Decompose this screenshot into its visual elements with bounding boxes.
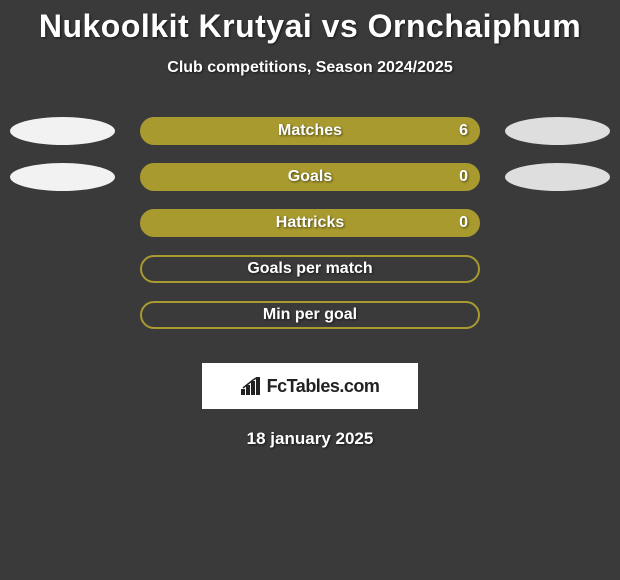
stat-rows: Matches 6 Goals 0 Hattricks 0 Goals per match M… <box>0 117 620 329</box>
bar-label: Goals <box>288 168 332 186</box>
stat-bar: Goals 0 <box>140 163 480 191</box>
logo: FcTables.com <box>241 376 380 397</box>
stat-row: Hattricks 0 <box>0 209 620 237</box>
stat-bar: Hattricks 0 <box>140 209 480 237</box>
chart-icon <box>241 377 263 395</box>
bar-label: Matches <box>278 122 342 140</box>
bar-label: Min per goal <box>263 306 357 324</box>
stat-bar: Goals per match <box>140 255 480 283</box>
stat-bar: Min per goal <box>140 301 480 329</box>
stat-row: Min per goal <box>0 301 620 329</box>
left-oval <box>10 117 115 145</box>
bar-value-right: 6 <box>459 122 468 140</box>
logo-text: FcTables.com <box>267 376 380 397</box>
bar-label: Hattricks <box>276 214 344 232</box>
stat-row: Matches 6 <box>0 117 620 145</box>
bar-value-right: 0 <box>459 168 468 186</box>
page-title: Nukoolkit Krutyai vs Ornchaiphum <box>0 8 620 45</box>
subtitle: Club competitions, Season 2024/2025 <box>0 59 620 77</box>
logo-box: FcTables.com <box>202 363 418 409</box>
right-oval <box>505 117 610 145</box>
stat-bar: Matches 6 <box>140 117 480 145</box>
stat-row: Goals per match <box>0 255 620 283</box>
bar-value-right: 0 <box>459 214 468 232</box>
right-oval <box>505 163 610 191</box>
stat-row: Goals 0 <box>0 163 620 191</box>
left-oval <box>10 163 115 191</box>
date-text: 18 january 2025 <box>0 429 620 449</box>
infographic-container: Nukoolkit Krutyai vs Ornchaiphum Club co… <box>0 0 620 449</box>
bar-label: Goals per match <box>247 260 372 278</box>
